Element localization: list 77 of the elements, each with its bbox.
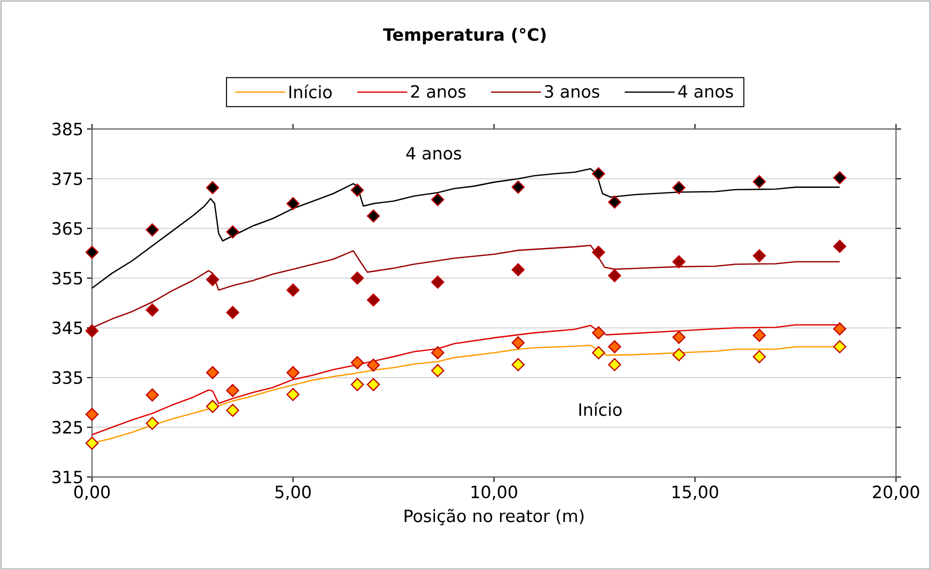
point	[592, 346, 606, 360]
legend-label: 2 anos	[411, 85, 466, 98]
y-tick-label: 345	[52, 321, 82, 334]
annotation: 4 anos	[406, 147, 462, 160]
point	[592, 246, 606, 259]
y-tick-label: 385	[52, 122, 82, 136]
point	[146, 388, 159, 402]
point	[85, 246, 99, 259]
point	[286, 388, 300, 402]
point	[752, 350, 766, 364]
point	[206, 181, 220, 194]
point	[85, 408, 99, 421]
point	[226, 384, 240, 398]
point	[286, 197, 300, 210]
point	[431, 193, 444, 206]
x-tick-label: 5,00	[275, 486, 311, 500]
point	[85, 324, 99, 338]
point	[206, 366, 220, 380]
x-axis-title: Posição no reator (m)	[404, 508, 584, 526]
point	[146, 223, 159, 236]
y-tick-label: 365	[52, 222, 82, 235]
point	[226, 306, 240, 319]
point	[350, 272, 364, 285]
point	[431, 364, 444, 378]
point	[608, 269, 622, 282]
point	[366, 378, 380, 392]
x-tick-label: 15,00	[672, 486, 718, 500]
point	[226, 404, 240, 417]
point	[672, 255, 686, 268]
legend-label: Início	[289, 84, 332, 98]
point	[366, 209, 380, 223]
point	[206, 400, 220, 413]
point	[431, 346, 444, 360]
point	[833, 171, 846, 184]
y-tick-label: 325	[52, 420, 82, 434]
point	[512, 358, 525, 372]
point	[592, 326, 606, 340]
point	[146, 416, 159, 430]
point	[672, 330, 686, 344]
legend-label: 4 anos	[678, 85, 733, 98]
point	[608, 196, 622, 209]
point	[833, 340, 846, 354]
point	[85, 436, 99, 450]
annotation: Início	[579, 402, 622, 416]
point	[366, 358, 380, 372]
x-tick-label: 20,00	[873, 486, 920, 500]
point	[146, 303, 159, 316]
y-tick-label: 315	[52, 470, 82, 484]
point	[752, 249, 766, 262]
legend-label: 3 anos	[544, 85, 600, 98]
point	[286, 284, 300, 297]
point	[206, 273, 220, 286]
point	[752, 175, 766, 188]
point	[286, 366, 300, 380]
point	[350, 378, 364, 392]
point	[608, 358, 622, 372]
x-tick-label: 10,00	[472, 486, 518, 500]
point	[608, 340, 622, 354]
y-tick-label: 355	[52, 272, 82, 285]
point	[672, 181, 686, 194]
point	[512, 180, 525, 194]
chart-title: Temperatura (°C)	[383, 28, 546, 44]
point	[592, 167, 606, 180]
y-tick-label: 375	[52, 172, 82, 186]
x-tick-label: 0,00	[74, 486, 110, 500]
point	[512, 263, 525, 276]
point	[752, 328, 766, 342]
point	[512, 336, 525, 350]
point	[226, 225, 240, 238]
point	[366, 293, 380, 307]
point	[672, 348, 686, 362]
point	[833, 322, 846, 336]
y-tick-label: 335	[52, 371, 82, 384]
point	[350, 184, 364, 197]
point	[431, 276, 444, 289]
point	[350, 356, 364, 370]
point	[833, 240, 846, 253]
